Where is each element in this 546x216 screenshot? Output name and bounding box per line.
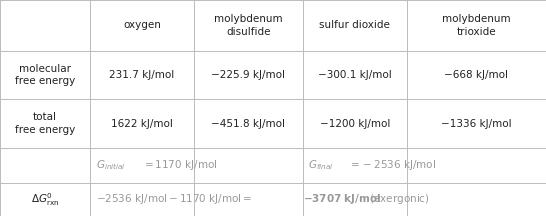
Text: $G_{\mathit{final}}$: $G_{\mathit{final}}$ — [308, 158, 334, 172]
Text: −1336 kJ/mol: −1336 kJ/mol — [441, 119, 512, 129]
Text: 1622 kJ/mol: 1622 kJ/mol — [111, 119, 173, 129]
Text: $\Delta G^0_{\mathrm{rxn}}$: $\Delta G^0_{\mathrm{rxn}}$ — [31, 191, 59, 208]
Text: total
free energy: total free energy — [15, 112, 75, 135]
Text: −300.1 kJ/mol: −300.1 kJ/mol — [318, 70, 392, 80]
Text: −225.9 kJ/mol: −225.9 kJ/mol — [211, 70, 286, 80]
Text: $\mathbf{-3707\ \mathbf{kJ/mol}}$: $\mathbf{-3707\ \mathbf{kJ/mol}}$ — [303, 192, 381, 206]
Text: sulfur dioxide: sulfur dioxide — [319, 20, 390, 30]
Text: $-2536\ \mathrm{kJ/mol} - 1170\ \mathrm{kJ/mol} = $: $-2536\ \mathrm{kJ/mol} - 1170\ \mathrm{… — [96, 192, 252, 206]
Text: −451.8 kJ/mol: −451.8 kJ/mol — [211, 119, 286, 129]
Text: −1200 kJ/mol: −1200 kJ/mol — [320, 119, 390, 129]
Text: $= -2536\ \mathrm{kJ/mol}$: $= -2536\ \mathrm{kJ/mol}$ — [348, 158, 436, 172]
Text: −668 kJ/mol: −668 kJ/mol — [444, 70, 508, 80]
Text: molybdenum
disulfide: molybdenum disulfide — [214, 14, 283, 37]
Text: molybdenum
trioxide: molybdenum trioxide — [442, 14, 511, 37]
Text: $G_{\mathit{initial}}$: $G_{\mathit{initial}}$ — [96, 158, 126, 172]
Text: molecular
free energy: molecular free energy — [15, 64, 75, 86]
Text: $= 1170\ \mathrm{kJ/mol}$: $= 1170\ \mathrm{kJ/mol}$ — [142, 158, 217, 172]
Text: $\ \mathrm{(exergonic)}$: $\ \mathrm{(exergonic)}$ — [366, 192, 430, 206]
Text: oxygen: oxygen — [123, 20, 161, 30]
Text: 231.7 kJ/mol: 231.7 kJ/mol — [109, 70, 175, 80]
